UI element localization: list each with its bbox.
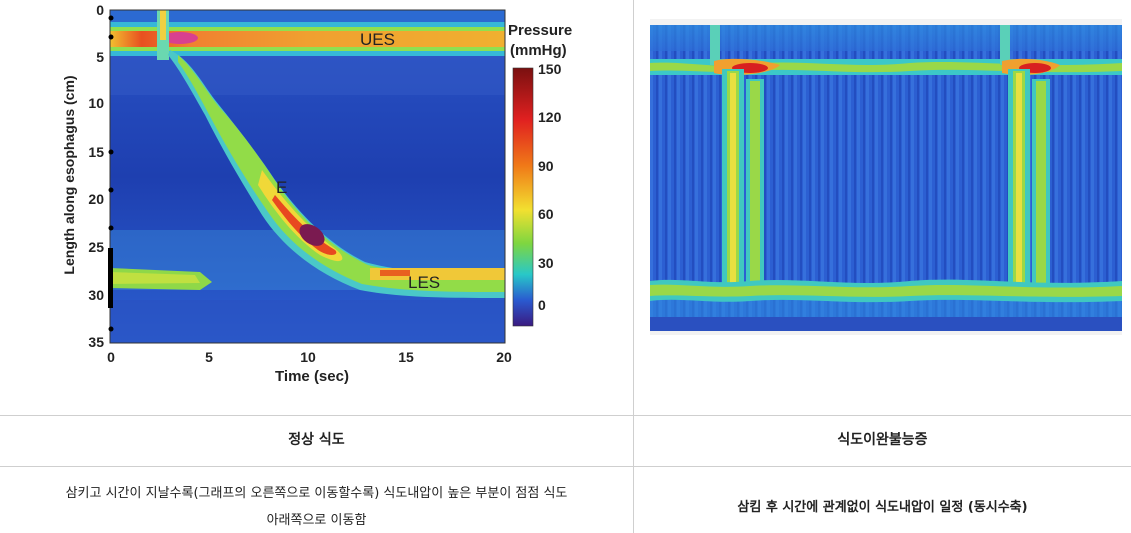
y-tick-label: 25 (88, 239, 104, 255)
y-axis-label: Length along esophagus (cm) (61, 75, 77, 274)
description-normal-line1: 삼키고 시간이 지날수록(그래프의 오른쪽으로 이동할수록) 식도내압이 높은 … (65, 486, 568, 501)
colorbar-title: Pressure (508, 22, 572, 39)
ues-label: UES (360, 30, 395, 49)
column-divider (633, 0, 634, 533)
y-tick-label: 35 (88, 334, 104, 350)
header-achalasia: 식도이완불능증 (837, 432, 928, 448)
x-tick-label: 0 (107, 349, 115, 365)
colorbar-tick-label: 30 (538, 255, 554, 271)
y-tick-label: 0 (96, 2, 104, 18)
y-tick-label: 10 (88, 95, 104, 111)
y-tick-label: 30 (88, 287, 104, 303)
row-divider (0, 415, 1131, 416)
x-tick-label: 20 (496, 349, 512, 365)
description-normal-line2: 아래쪽으로 이동함 (266, 513, 367, 528)
les-label: LES (408, 273, 440, 292)
y-tick-label: 15 (88, 144, 104, 160)
colorbar-unit: (mmHg) (510, 42, 567, 59)
colorbar-tick-label: 150 (538, 61, 562, 77)
description-achalasia: 삼킴 후 시간에 관계없이 식도내압이 일정 (동시수축) (737, 500, 1028, 515)
e-label: E (276, 178, 287, 197)
colorbar-tick-label: 120 (538, 109, 562, 125)
y-tick-label: 5 (96, 49, 104, 65)
y-tick-label: 20 (88, 191, 104, 207)
header-normal-esophagus: 정상 식도 (288, 432, 345, 448)
colorbar-tick-label: 60 (538, 206, 554, 222)
x-tick-label: 15 (398, 349, 414, 365)
x-axis-label: Time (sec) (275, 368, 349, 385)
x-tick-label: 5 (205, 349, 213, 365)
achalasia-pressure-plot (650, 19, 1122, 335)
colorbar (512, 67, 534, 327)
colorbar-tick-label: 0 (538, 297, 546, 313)
x-tick-label: 10 (300, 349, 316, 365)
colorbar-tick-label: 90 (538, 158, 554, 174)
row-divider (0, 466, 1131, 467)
normal-esophagus-pressure-plot: 0 5 10 15 20 25 30 35 Length along esoph… (61, 2, 572, 385)
